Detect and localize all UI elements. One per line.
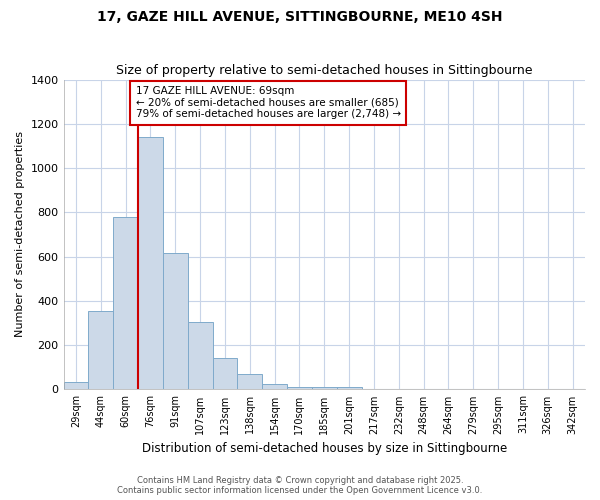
Bar bbox=[287, 387, 312, 390]
Bar bbox=[113, 217, 138, 390]
Text: 17 GAZE HILL AVENUE: 69sqm
← 20% of semi-detached houses are smaller (685)
79% o: 17 GAZE HILL AVENUE: 69sqm ← 20% of semi… bbox=[136, 86, 401, 120]
Title: Size of property relative to semi-detached houses in Sittingbourne: Size of property relative to semi-detach… bbox=[116, 64, 533, 77]
Bar bbox=[212, 358, 238, 390]
Bar bbox=[138, 137, 163, 390]
Bar bbox=[337, 387, 362, 390]
Text: 17, GAZE HILL AVENUE, SITTINGBOURNE, ME10 4SH: 17, GAZE HILL AVENUE, SITTINGBOURNE, ME1… bbox=[97, 10, 503, 24]
Bar bbox=[163, 254, 188, 390]
Bar bbox=[88, 311, 113, 390]
Bar bbox=[312, 386, 337, 390]
X-axis label: Distribution of semi-detached houses by size in Sittingbourne: Distribution of semi-detached houses by … bbox=[142, 442, 507, 455]
Y-axis label: Number of semi-detached properties: Number of semi-detached properties bbox=[15, 132, 25, 338]
Bar bbox=[188, 322, 212, 390]
Bar bbox=[64, 382, 88, 390]
Text: Contains HM Land Registry data © Crown copyright and database right 2025.
Contai: Contains HM Land Registry data © Crown c… bbox=[118, 476, 482, 495]
Bar bbox=[262, 384, 287, 390]
Bar bbox=[238, 374, 262, 390]
